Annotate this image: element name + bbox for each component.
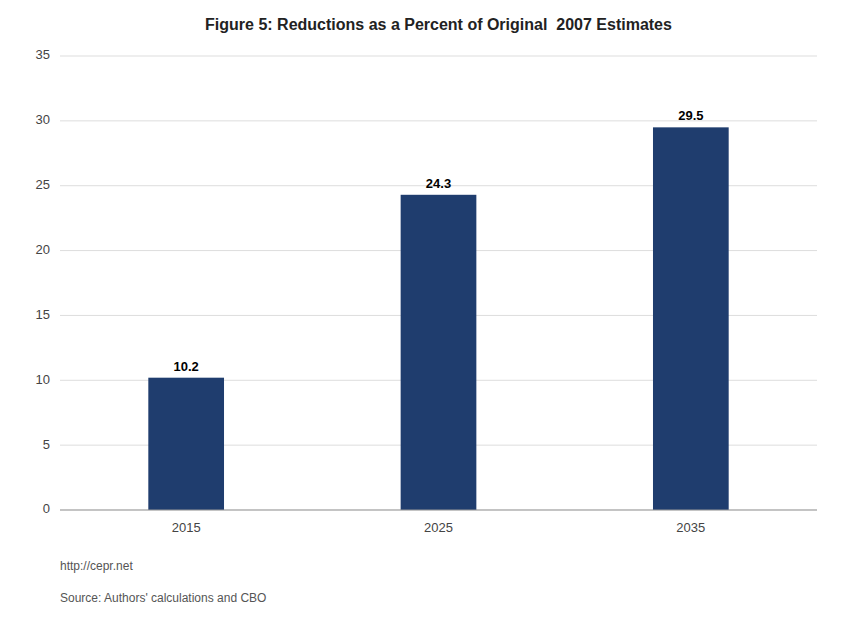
chart-container: Figure 5: Reductions as a Percent of Ori… — [0, 0, 841, 635]
bars — [148, 127, 728, 510]
chart: Figure 5: Reductions as a Percent of Ori… — [0, 0, 841, 635]
x-tick-label: 2035 — [676, 520, 705, 535]
y-tick-label: 5 — [43, 437, 50, 452]
bar — [653, 127, 729, 510]
grid-line — [60, 510, 817, 511]
data-label: 10.2 — [174, 359, 199, 374]
grid — [60, 56, 817, 510]
x-tick-label: 2015 — [172, 520, 201, 535]
footnote: Source: Authors' calculations and CBO — [60, 591, 266, 605]
y-tick-label: 30 — [36, 112, 50, 127]
y-tick-label: 15 — [36, 307, 50, 322]
y-tick-label: 35 — [36, 47, 50, 62]
data-label: 24.3 — [426, 176, 451, 191]
title: Figure 5: Reductions as a Percent of Ori… — [205, 16, 672, 33]
bar — [148, 378, 224, 510]
x-tick-label: 2025 — [424, 520, 453, 535]
data-label: 29.5 — [678, 108, 703, 123]
x-axis-line — [60, 510, 817, 511]
grid-line — [60, 56, 817, 57]
y-tick-label: 10 — [36, 372, 50, 387]
bar — [401, 195, 477, 510]
y-tick-label: 0 — [43, 501, 50, 516]
y-tick-label: 25 — [36, 177, 50, 192]
footnote: http://cepr.net — [60, 559, 133, 573]
y-tick-label: 20 — [36, 242, 50, 257]
